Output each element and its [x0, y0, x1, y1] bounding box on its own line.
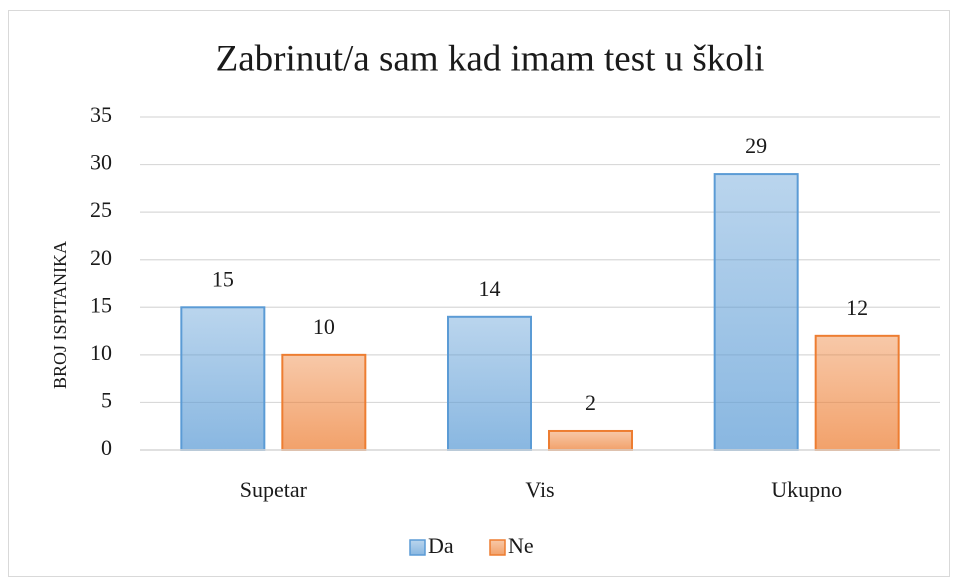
legend-label: Da — [428, 533, 454, 558]
y-tick-label: 35 — [90, 102, 112, 127]
x-tick-label: Vis — [525, 477, 554, 502]
legend-swatch — [489, 539, 506, 556]
y-axis-label: BROJ ISPITANIKA — [50, 241, 70, 389]
y-tick-label: 30 — [90, 150, 112, 175]
y-tick-label: 5 — [101, 387, 112, 412]
chart-title: Zabrinut/a sam kad imam test u školi — [216, 38, 765, 79]
bar — [281, 353, 367, 452]
y-tick-label: 20 — [90, 245, 112, 270]
x-tick-label: Ukupno — [771, 477, 842, 502]
bar — [180, 306, 266, 451]
data-label: 2 — [585, 390, 596, 415]
data-label: 29 — [745, 133, 767, 158]
y-tick-label: 0 — [101, 435, 112, 460]
y-tick-label: 10 — [90, 340, 112, 365]
bar — [548, 429, 633, 452]
y-tick-label: 25 — [90, 197, 112, 222]
bar — [447, 315, 532, 451]
data-label: 12 — [846, 295, 868, 320]
x-tick-label: Supetar — [240, 477, 308, 502]
bar — [814, 334, 900, 452]
data-label: 10 — [313, 314, 335, 339]
data-label: 15 — [212, 266, 234, 291]
bar — [713, 173, 799, 451]
data-label: 14 — [479, 276, 501, 301]
legend-label: Ne — [508, 533, 534, 558]
legend-swatch — [409, 539, 426, 556]
y-tick-label: 15 — [90, 292, 112, 317]
